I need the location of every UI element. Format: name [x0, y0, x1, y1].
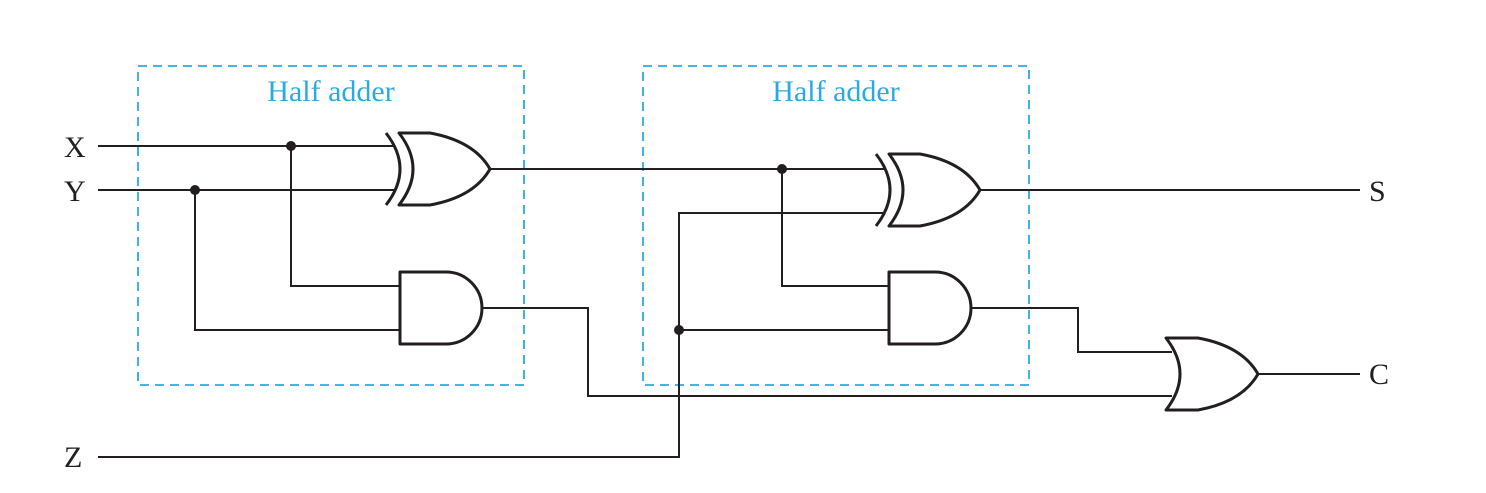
output-c-label: C [1369, 358, 1389, 391]
and-gate-1 [398, 270, 484, 346]
and-gate-2 [887, 270, 973, 346]
xor-gate-2 [874, 152, 982, 228]
wire-x-to-and1 [290, 146, 400, 287]
wires [98, 145, 1360, 458]
junction-xor1-out [777, 164, 787, 174]
junction-x [286, 141, 296, 151]
output-s-label: S [1369, 175, 1386, 208]
half-adder-label-2: Half adder [772, 75, 899, 108]
half-adder-box-1 [137, 65, 525, 386]
half-adder-label-1: Half adder [267, 75, 394, 108]
input-y-label: Y [64, 175, 86, 208]
wire-xor1-to-and2 [781, 169, 889, 287]
half-adder-box-2 [642, 65, 1030, 386]
input-z-label: Z [64, 441, 82, 474]
wire-y-to-and1 [194, 190, 400, 331]
junction-z [674, 325, 684, 335]
wire-and2-to-or [971, 307, 1172, 353]
or-gate-carry [1164, 336, 1260, 412]
xor-gate-1 [384, 131, 492, 207]
input-x-label: X [64, 131, 86, 164]
wire-and1-to-or [482, 307, 1172, 397]
junction-y [190, 185, 200, 195]
wire-z [98, 212, 885, 458]
